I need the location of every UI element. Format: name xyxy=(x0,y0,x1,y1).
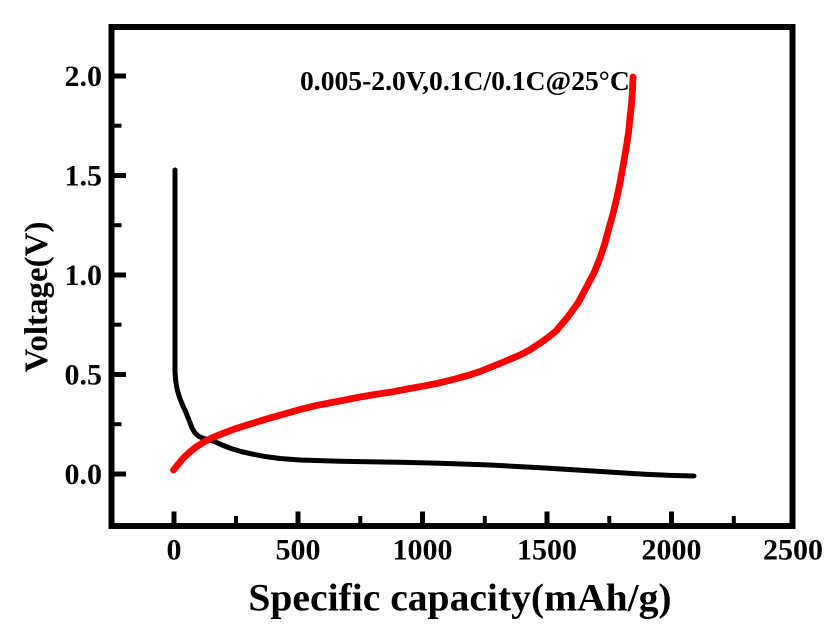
svg-text:2.0: 2.0 xyxy=(65,60,103,93)
svg-text:0.0: 0.0 xyxy=(65,458,103,491)
svg-text:1000: 1000 xyxy=(393,533,453,566)
svg-text:2000: 2000 xyxy=(642,533,702,566)
svg-text:0: 0 xyxy=(167,533,182,566)
svg-text:500: 500 xyxy=(276,533,321,566)
svg-text:1.5: 1.5 xyxy=(65,160,103,193)
svg-text:Specific capacity(mAh/g): Specific capacity(mAh/g) xyxy=(248,576,671,620)
svg-text:1500: 1500 xyxy=(517,533,577,566)
svg-text:0.005-2.0V,0.1C/0.1C@25°C: 0.005-2.0V,0.1C/0.1C@25°C xyxy=(300,65,630,96)
svg-text:1.0: 1.0 xyxy=(65,259,103,292)
svg-text:Voltage(V): Voltage(V) xyxy=(19,222,55,373)
svg-text:0.5: 0.5 xyxy=(65,359,103,392)
svg-text:2500: 2500 xyxy=(763,533,823,566)
